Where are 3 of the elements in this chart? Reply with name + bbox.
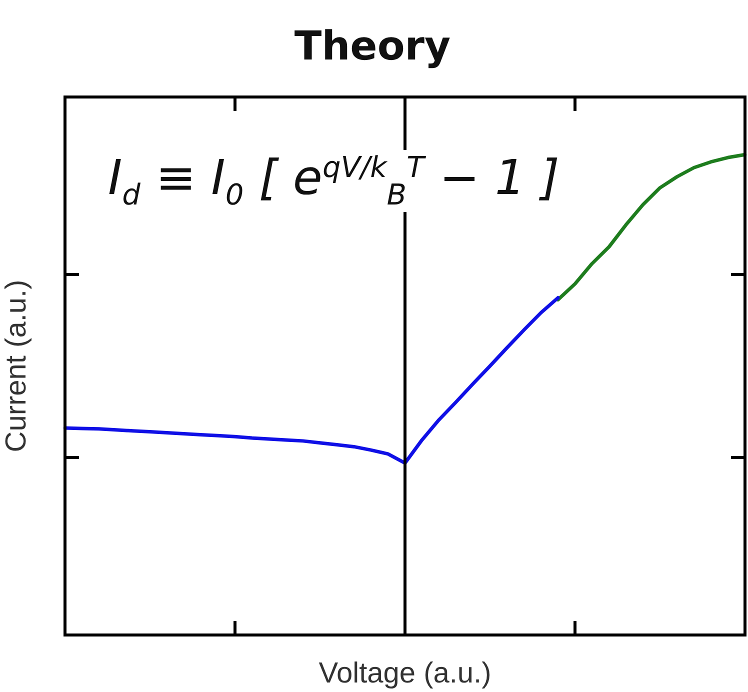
x-axis-title: Voltage (a.u.) [318, 658, 492, 690]
chart-title: Theory [294, 23, 451, 70]
y-axis-title: Current (a.u.) [0, 280, 32, 452]
